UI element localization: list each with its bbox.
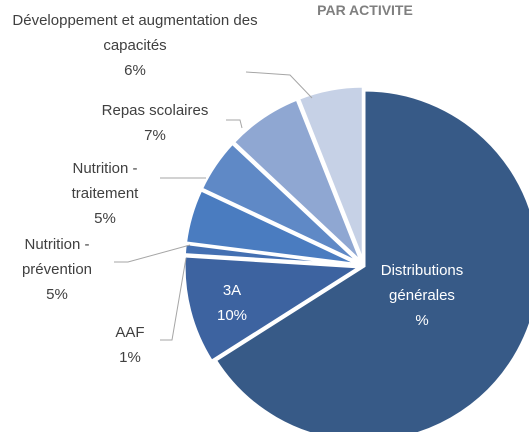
slice-value-label: 7% [144,127,166,144]
slice-value-label: % [415,312,429,329]
pie-slice [231,97,364,264]
slice-label: Nutrition - prévention 5% [0,232,114,307]
slice-label: Distributions générales% [352,258,492,333]
slice-category-label: Nutrition - prévention [21,236,93,278]
slice-label: Repas scolaires 7% [80,98,230,148]
pie-slice [182,254,365,364]
slice-category-label: Nutrition - traitement [71,160,139,202]
slice-value-label: 5% [46,286,68,303]
slice-category-label: Développement et augmentation des capaci… [12,12,258,54]
slice-category-label: Distributions générales [380,262,464,304]
slice-value-label: 10% [216,307,248,324]
slice-category-label: Repas scolaires [101,102,209,119]
leader-line [114,244,191,263]
leader-line [226,119,243,129]
slice-label: Développement et augmentation des capaci… [0,8,270,83]
slice-category-label: 3A [222,282,242,299]
chart-title: PAR ACTIVITE [317,2,413,18]
slice-value-label: 5% [94,210,116,227]
slice-label: Nutrition - traitement 5% [40,156,170,231]
pie-slice [199,141,362,266]
slice-value-label: 6% [124,62,146,79]
leader-line [160,257,187,341]
slice-category-label: AAF [115,324,145,341]
pie-slice [296,84,365,263]
leader-line [245,71,313,99]
slice-label: AAF 1% [100,320,160,370]
slice-label: 3A 10% [192,278,272,328]
slice-value-label: 1% [119,349,141,366]
pie-slice [213,88,529,432]
